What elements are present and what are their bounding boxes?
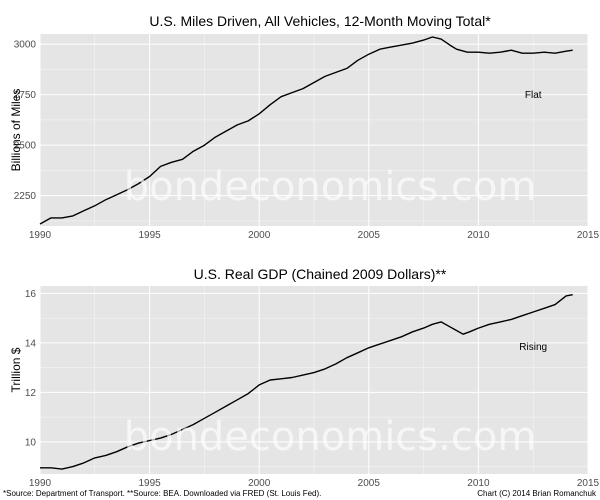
real-gdp-ytick-label: 14 — [25, 338, 37, 349]
miles-driven-xtick-label: 1990 — [29, 230, 52, 241]
miles-driven-series-line — [39, 36, 573, 225]
copyright-note: Chart (C) 2014 Brian Romanchuk — [477, 489, 597, 498]
miles-driven-xtick-label: 2010 — [467, 230, 490, 241]
real-gdp-series-line — [40, 294, 573, 470]
watermark-top: bondeconomics.com — [124, 164, 537, 210]
real-gdp-title: U.S. Real GDP (Chained 2009 Dollars)** — [194, 266, 447, 282]
real-gdp-xtick-label: 2015 — [577, 478, 600, 489]
miles-driven-ylabel: Billions of Miles — [9, 89, 23, 172]
real-gdp-xtick-label: 2010 — [467, 478, 490, 489]
source-note: *Source: Department of Transport. **Sour… — [3, 489, 321, 498]
miles-driven-ytick-label: 2500 — [14, 141, 37, 152]
miles-driven-xtick-label: 2015 — [577, 230, 600, 241]
real-gdp-xtick-label: 1995 — [138, 478, 161, 489]
miles-driven-ytick-label: 3000 — [14, 40, 37, 51]
real-gdp-ylabel: Trillion $ — [9, 347, 23, 392]
miles-driven-xtick-label: 2005 — [358, 230, 381, 241]
real-gdp-ytick-label: 10 — [25, 437, 37, 448]
miles-driven-annotation: Flat — [525, 90, 542, 101]
real-gdp-xtick-label: 1990 — [29, 478, 52, 489]
miles-driven-xtick-label: 2000 — [248, 230, 271, 241]
miles-driven-panel: 1990 1995 2000 2005 2010 2015 2250 2500 2750 3000… — [14, 34, 600, 241]
real-gdp-annotation: Rising — [519, 342, 547, 353]
real-gdp-xtick-label: 2000 — [248, 478, 271, 489]
miles-driven-xtick-label: 1995 — [138, 230, 161, 241]
miles-driven-ytick-label: 2750 — [14, 90, 37, 101]
watermark-bottom: bondeconomics.com — [124, 414, 537, 460]
real-gdp-xtick-label: 2005 — [358, 478, 381, 489]
real-gdp-ytick-label: 16 — [25, 289, 37, 300]
real-gdp-panel: 1990 1995 2000 2005 2010 2015 10 12 14 16 Rising — [25, 286, 600, 489]
miles-driven-ytick-label: 2250 — [14, 191, 37, 202]
real-gdp-ytick-label: 12 — [25, 388, 37, 399]
miles-driven-title: U.S. Miles Driven, All Vehicles, 12-Mont… — [149, 13, 491, 29]
